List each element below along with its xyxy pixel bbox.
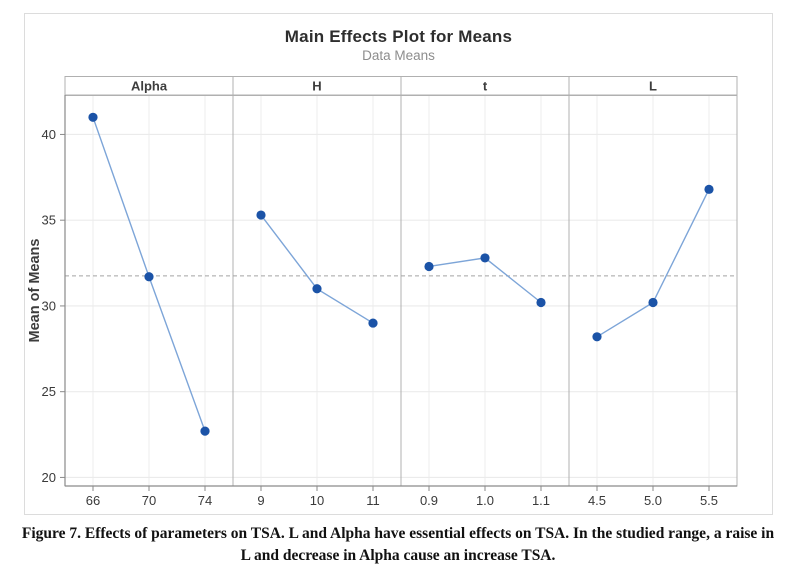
- chart-title: Main Effects Plot for Means: [284, 27, 513, 46]
- y-tick-label: 30: [42, 298, 56, 313]
- y-tick-label: 20: [42, 470, 56, 485]
- x-tick-label: 11: [366, 493, 380, 508]
- chart-subtitle: Data Means: [362, 48, 435, 63]
- main-effects-chart: Alpha 66 70 74 H 9 10 11 t 0.9 1.0 1.1 L 4.5 5.0 5.5 20 2…: [27, 76, 738, 508]
- data-point: [88, 112, 98, 122]
- data-point: [704, 184, 714, 194]
- x-tick-label: 66: [86, 493, 100, 508]
- panel-label: H: [312, 79, 321, 94]
- data-point: [424, 261, 434, 272]
- x-tick-label: 70: [142, 493, 156, 508]
- data-point: [368, 318, 378, 328]
- data-point: [312, 284, 322, 294]
- y-axis-title: Mean of Means: [27, 239, 43, 343]
- figure-box: Main Effects Plot for Means Data Means A…: [24, 13, 773, 515]
- x-tick-label: 5.0: [644, 493, 662, 508]
- chart-area: Alpha 66 70 74 H 9 10 11 t 0.9 1.0 1.1 L 4.5 5.0 5.5 20 2…: [25, 76, 772, 514]
- data-point: [256, 210, 266, 220]
- data-point: [648, 297, 658, 308]
- data-point: [480, 253, 490, 263]
- x-tick-label: 0.9: [420, 493, 438, 508]
- y-tick-label: 35: [42, 213, 56, 228]
- x-tick-label: 10: [310, 493, 324, 508]
- panel-label: Alpha: [131, 79, 168, 94]
- x-tick-label: 74: [198, 493, 212, 508]
- x-tick-label: 1.0: [476, 493, 494, 508]
- data-point: [536, 297, 546, 308]
- x-tick-label: 1.1: [532, 493, 550, 508]
- panel-label: t: [483, 79, 488, 94]
- x-tick-label: 4.5: [588, 493, 606, 508]
- x-tick-label: 5.5: [700, 493, 718, 508]
- y-tick-label: 40: [42, 127, 56, 142]
- data-point: [200, 426, 210, 436]
- figure-caption: Figure 7. Effects of parameters on TSA. …: [21, 525, 775, 565]
- y-tick-label: 25: [42, 384, 56, 399]
- x-tick-label: 9: [257, 493, 264, 508]
- data-point: [144, 272, 154, 282]
- data-point: [592, 332, 602, 342]
- panel-label: L: [649, 79, 657, 94]
